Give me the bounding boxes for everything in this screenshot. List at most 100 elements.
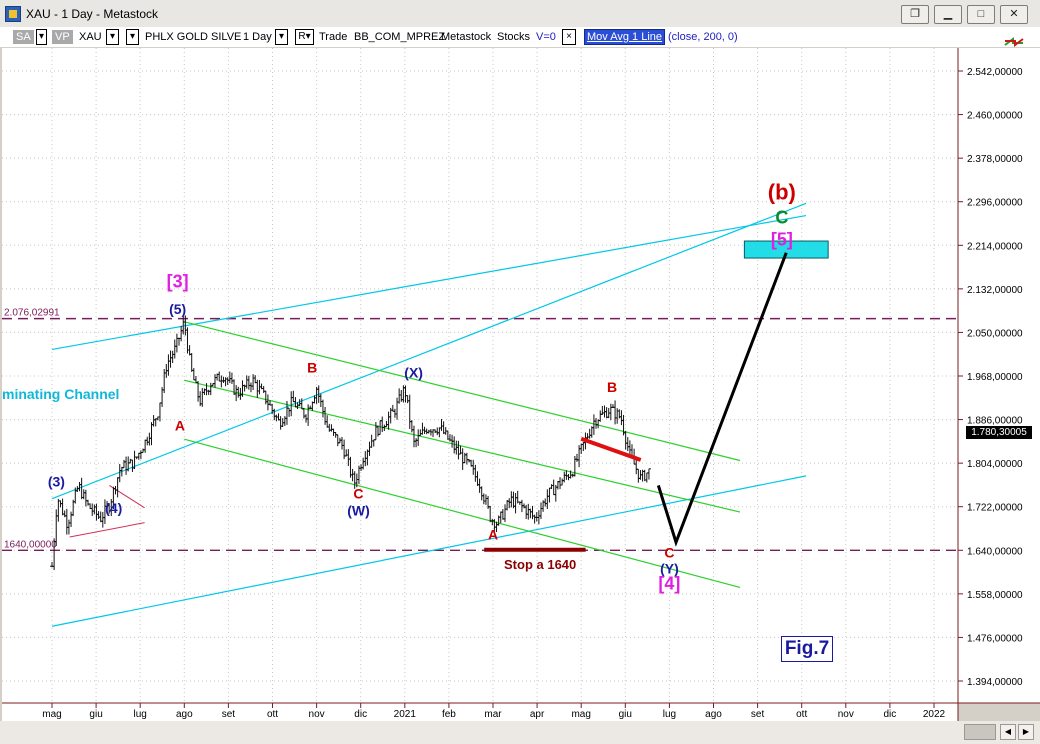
x-tick-label: mag <box>571 709 590 720</box>
sa-dropdown-icon[interactable]: ▾ <box>36 29 47 45</box>
x-tick-label: lug <box>663 709 676 720</box>
close-button[interactable]: ✕ <box>1000 5 1028 24</box>
wave-label: [5] <box>771 229 793 249</box>
y-tick-label: 2.214,00000 <box>967 241 1023 252</box>
x-tick-label: nov <box>838 709 854 720</box>
x-tick-label: mag <box>42 709 61 720</box>
target-box <box>743 240 829 259</box>
symbol-dropdown-icon[interactable]: ▾ <box>106 29 119 45</box>
scroll-thumb[interactable] <box>964 724 996 740</box>
wave-label: (3) <box>48 474 65 490</box>
y-tick-label: 1.394,00000 <box>967 677 1023 688</box>
x-axis-area <box>2 703 958 721</box>
app-icon <box>5 6 21 22</box>
cyan-channel-line <box>51 475 807 627</box>
indicator-label[interactable]: Mov Avg 1 Line <box>584 29 666 45</box>
source-label: Metastock <box>441 31 492 43</box>
last-price-tag: 1.780,30005 <box>966 426 1032 439</box>
minimize-button[interactable]: ▁ <box>934 5 962 24</box>
scroll-right-button[interactable]: ▶ <box>1018 724 1034 740</box>
projection-path <box>656 252 788 547</box>
green-channel-line <box>184 321 741 462</box>
wave-label: (Y) <box>660 561 679 577</box>
green-channel-line <box>184 438 741 589</box>
x-tick-label: lug <box>134 709 147 720</box>
wave-label: A <box>488 527 498 543</box>
x-tick-label: ago <box>705 709 722 720</box>
x-tick-label: dic <box>354 709 367 720</box>
window-title: XAU - 1 Day - Metastock <box>26 7 159 21</box>
x-tick-label: set <box>222 709 236 720</box>
x-tick-label: feb <box>442 709 456 720</box>
sa-button[interactable]: SA <box>13 30 34 44</box>
restore-icon: ❐ <box>910 8 920 20</box>
wave-label: [4] <box>658 574 680 594</box>
level-label: 1640,00000 <box>4 539 57 550</box>
remove-indicator-button[interactable]: × <box>562 29 576 45</box>
name-dropdown-icon[interactable]: ▾ <box>126 29 139 45</box>
x-tick-label: apr <box>530 709 545 720</box>
wave-label: (4) <box>105 500 122 516</box>
maximize-button[interactable]: □ <box>967 5 995 24</box>
y-tick-label: 2.542,00000 <box>967 67 1023 78</box>
x-tick-label: giu <box>89 709 102 720</box>
scroll-left-button[interactable]: ◀ <box>1000 724 1016 740</box>
y-axis-area <box>958 48 1040 703</box>
wave-label: (W) <box>347 503 370 519</box>
wave-label: (5) <box>169 301 186 317</box>
channel-annotation: minating Channel <box>2 386 119 402</box>
y-tick-label: 1.722,00000 <box>967 503 1023 514</box>
x-tick-label: 2022 <box>923 709 946 720</box>
y-tick-label: 2.460,00000 <box>967 111 1023 122</box>
y-tick-label: 2.378,00000 <box>967 154 1023 165</box>
y-tick-label: 1.558,00000 <box>967 590 1023 601</box>
cyan-channel-line <box>51 202 807 500</box>
x-tick-label: giu <box>619 709 632 720</box>
y-tick-label: 2.296,00000 <box>967 198 1023 209</box>
level-label: 2.076,02991 <box>4 308 60 319</box>
y-tick-label: 2.050,00000 <box>967 328 1023 339</box>
minimize-icon: ▁ <box>943 8 953 20</box>
indicator-params: (close, 200, 0) <box>668 31 738 43</box>
wave-label: B <box>307 359 317 375</box>
wave-label: B <box>607 379 617 395</box>
x-tick-label: mar <box>484 709 502 720</box>
r-button[interactable]: R▾ <box>295 29 314 45</box>
arrow-right-icon: ▶ <box>1022 727 1030 736</box>
y-tick-label: 1.640,00000 <box>967 546 1023 557</box>
y-tick-label: 2.132,00000 <box>967 285 1023 296</box>
wave-label: C <box>775 208 788 228</box>
x-tick-label: nov <box>309 709 325 720</box>
red-trendline <box>580 436 642 462</box>
wave-label: C <box>353 486 363 502</box>
arrow-left-icon: ◀ <box>1004 727 1012 736</box>
maximize-icon: □ <box>977 8 985 20</box>
figure-label: Fig.7 <box>781 636 833 662</box>
y-tick-label: 1.804,00000 <box>967 459 1023 470</box>
period-label[interactable]: 1 Day <box>243 31 272 43</box>
green-channel-line <box>184 379 741 513</box>
wave-label: (X) <box>404 365 423 381</box>
vp-button[interactable]: VP <box>52 30 73 44</box>
wave-label: C <box>664 545 674 561</box>
horizontal-scrollbar[interactable] <box>0 721 1040 744</box>
x-tick-label: dic <box>884 709 897 720</box>
period-dropdown-icon[interactable]: ▾ <box>275 29 288 45</box>
account-label: BB_COM_MPREZ <box>354 31 446 43</box>
x-tick-label: set <box>751 709 765 720</box>
y-tick-label: 1.886,00000 <box>967 416 1023 427</box>
stocks-label: Stocks <box>497 31 531 43</box>
x-tick-label: ott <box>796 709 807 720</box>
wave-label: A <box>175 418 185 434</box>
cyan-channel-line <box>51 214 807 351</box>
volume-label: V=0 <box>536 31 556 43</box>
wave-label: [3] <box>167 271 189 291</box>
trade-arrows-icon[interactable] <box>1003 35 1025 52</box>
x-tick-label: 2021 <box>394 709 417 720</box>
restore-button[interactable]: ❐ <box>901 5 929 24</box>
security-name: PHLX GOLD SILVE <box>145 31 242 43</box>
symbol-label[interactable]: XAU <box>79 31 102 43</box>
stop-annotation: Stop a 1640 <box>504 557 576 572</box>
close-icon: ✕ <box>1009 8 1019 20</box>
